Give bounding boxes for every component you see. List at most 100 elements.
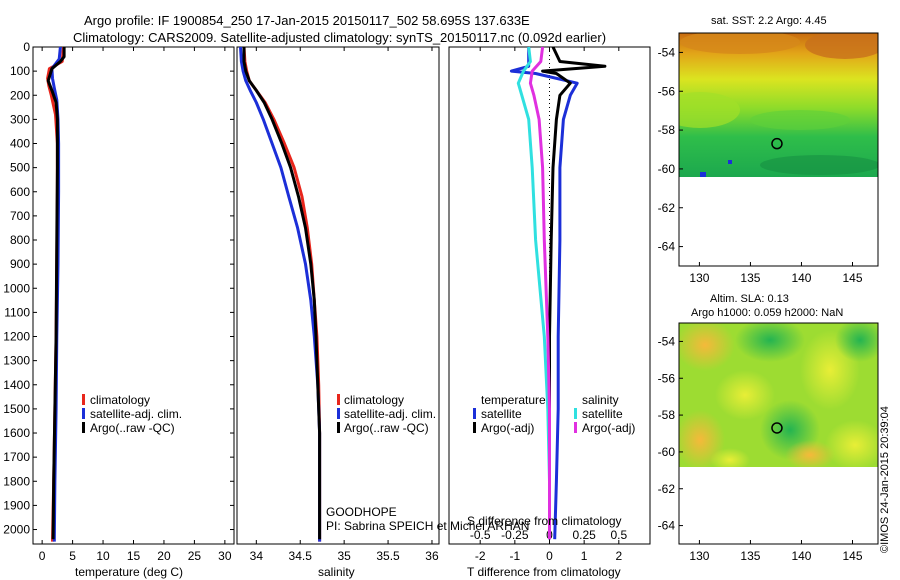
lat-tick-label: -54 — [658, 334, 676, 348]
depth-tick-label: 1000 — [3, 281, 30, 295]
sst-map-ticks: 130 135 140 145 -54 -56 -58 -60 -62 -64 — [658, 45, 863, 285]
sla-map-ticks: 130 135 140 145 -54 -56 -58 -60 -62 -64 — [658, 334, 863, 563]
sst-map-title: sat. SST: 2.2 Argo: 4.45 — [711, 15, 827, 27]
temperature-axes — [32, 46, 235, 545]
lat-tick-label: -64 — [658, 240, 676, 254]
x-tick-label: 35.5 — [376, 549, 400, 563]
depth-tick-label: 1500 — [3, 402, 30, 416]
lat-tick-label: -54 — [658, 45, 676, 59]
lat-tick-label: -64 — [658, 519, 676, 533]
legend-swatch-argo — [82, 422, 85, 433]
legend-swatch-t-satellite — [473, 408, 476, 419]
imos-credit: ©IMOS 24-Jan-2015 20:39:04 — [879, 406, 891, 553]
difference-series — [509, 46, 607, 540]
lon-tick-label: 140 — [791, 549, 811, 563]
lat-tick-label: -60 — [658, 445, 676, 459]
legend-swatch-climatology — [82, 394, 85, 405]
x-tick-label: 30 — [218, 549, 232, 563]
lon-tick-label: 140 — [791, 271, 811, 285]
s-difference-xlabel: S difference from climatology — [467, 514, 622, 528]
t-difference-xlabel: T difference from climatology — [467, 565, 621, 579]
s-tick-label: 0.25 — [572, 528, 596, 542]
sla-map-panel: Altim. SLA: 0.13 Argo h1000: 0.059 h2000… — [658, 293, 879, 563]
legend-s-satellite: satellite — [582, 407, 623, 421]
x-tick-label: -1 — [510, 549, 521, 563]
depth-tick-label: 1200 — [3, 330, 30, 344]
sla-map-title: Altim. SLA: 0.13 — [710, 293, 789, 305]
title-line-1: Argo profile: IF 1900854_250 17-Jan-2015… — [84, 13, 530, 28]
legend-swatch-argo — [337, 422, 340, 433]
x-tick-label: 35 — [337, 549, 351, 563]
series-argo-raw-qc- — [242, 47, 322, 540]
legend-t-satellite: satellite — [481, 407, 522, 421]
depth-tick-label: 0 — [23, 40, 30, 54]
legend-swatch-s-satellite — [574, 408, 577, 419]
depth-tick-label: 1100 — [4, 305, 30, 319]
legend-argo: Argo(..raw -QC) — [90, 421, 175, 435]
lat-tick-label: -58 — [658, 123, 676, 137]
x-tick-label: 15 — [127, 549, 141, 563]
salinity-axes — [236, 46, 440, 545]
legend-swatch-climatology — [337, 394, 340, 405]
series-argo-raw-qc- — [46, 47, 66, 540]
legend-swatch-t-argo — [473, 422, 476, 433]
lat-tick-label: -62 — [658, 482, 676, 496]
depth-tick-label: 1900 — [3, 498, 30, 512]
lon-tick-label: 145 — [842, 271, 862, 285]
legend-salinity-heading: salinity — [582, 393, 619, 407]
legend-satellite: satellite-adj. clim. — [90, 407, 182, 421]
pi-name: PI: Sabrina SPEICH et Michel ARHAN — [326, 519, 529, 533]
depth-tick-label: 600 — [10, 185, 30, 199]
depth-tick-label: 1300 — [3, 354, 30, 368]
depth-tick-label: 1800 — [3, 474, 30, 488]
lon-tick-label: 135 — [740, 271, 760, 285]
lat-tick-label: -60 — [658, 162, 676, 176]
lat-tick-label: -58 — [658, 408, 676, 422]
legend-s-argo: Argo(-adj) — [582, 421, 635, 435]
salinity-panel: 34 34.5 35 35.5 36 salinity climatology sate… — [236, 46, 440, 579]
legend-climatology: climatology — [344, 393, 404, 407]
legend-swatch-satellite — [337, 408, 340, 419]
temperature-tick-labels: 0 5 10 15 20 25 30 — [39, 47, 232, 563]
legend-temperature-heading: temperature — [481, 393, 546, 407]
legend-climatology: climatology — [90, 393, 150, 407]
x-tick-label: 10 — [96, 549, 110, 563]
temperature-series — [46, 46, 66, 542]
depth-tick-label: 1400 — [3, 378, 30, 392]
depth-tick-label: 100 — [10, 64, 30, 78]
lon-tick-label: 130 — [689, 271, 709, 285]
x-tick-label: -2 — [475, 549, 486, 563]
series-salinity-argo-adj- — [528, 46, 551, 540]
sla-map-subtitle: Argo h1000: 0.059 h2000: NaN — [691, 307, 843, 319]
salinity-tick-labels: 34 34.5 35 35.5 36 — [250, 47, 439, 563]
temperature-xlabel: temperature (deg C) — [75, 565, 183, 579]
lat-tick-label: -62 — [658, 201, 676, 215]
depth-tick-label: 700 — [10, 209, 30, 223]
depth-tick-label: 1600 — [3, 426, 30, 440]
depth-tick-labels: 0 100 200 300 400 500 600 700 800 900 1000 1100 1200… — [3, 40, 234, 537]
series-temperature-satellite — [509, 47, 579, 540]
x-tick-label: 5 — [69, 549, 76, 563]
legend-t-argo: Argo(-adj) — [481, 421, 534, 435]
s-tick-label: -0.5 — [470, 528, 491, 542]
lon-tick-label: 130 — [689, 549, 709, 563]
legend-swatch-satellite — [82, 408, 85, 419]
legend-swatch-s-argo — [574, 422, 577, 433]
program-name: GOODHOPE — [326, 505, 397, 519]
sla-field — [679, 323, 878, 467]
sst-field — [679, 33, 878, 177]
depth-tick-label: 300 — [10, 112, 30, 126]
x-tick-label: 25 — [188, 549, 202, 563]
depth-tick-label: 1700 — [3, 450, 30, 464]
depth-tick-label: 2000 — [3, 523, 30, 537]
argo-float-marker — [771, 422, 783, 434]
depth-tick-label: 500 — [10, 161, 30, 175]
argo-float-marker — [771, 137, 783, 150]
legend-satellite: satellite-adj. clim. — [344, 407, 436, 421]
lon-tick-label: 135 — [740, 549, 760, 563]
s-tick-label: 0.5 — [610, 528, 627, 542]
depth-tick-label: 800 — [10, 233, 30, 247]
x-tick-label: 34 — [250, 549, 264, 563]
